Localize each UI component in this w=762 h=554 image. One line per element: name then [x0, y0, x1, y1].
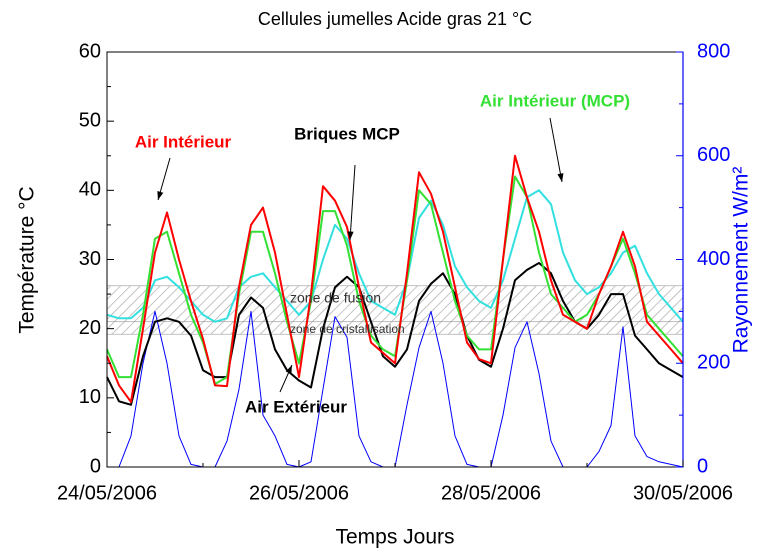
chart-title: Cellules jumelles Acide gras 21 °C — [258, 9, 532, 29]
y-axis-label: Température °C — [16, 186, 39, 333]
annotation-arrow — [349, 164, 356, 241]
x-tick-label: 24/05/2006 — [57, 482, 157, 504]
y-tick-label: 50 — [79, 109, 101, 131]
arrow-head — [347, 231, 354, 240]
y2-tick-label: 600 — [697, 144, 730, 166]
y2-axis-label: Rayonnement W/m² — [730, 167, 753, 354]
zone-label: zone de fusion — [290, 290, 381, 306]
x-tick-label: 30/05/2006 — [633, 482, 733, 504]
y2-tick-label: 800 — [697, 40, 730, 62]
series-line — [106, 175, 684, 385]
y-tick-label: 60 — [79, 40, 101, 62]
y-tick-label: 0 — [90, 455, 101, 477]
x-tick-label: 26/05/2006 — [249, 482, 349, 504]
y-tick-label: 20 — [79, 317, 101, 339]
y2-tick-label: 0 — [697, 455, 708, 477]
annotation-arrow — [549, 117, 563, 183]
series-annotation: Air Intérieur — [135, 132, 232, 151]
plot-frame — [106, 51, 684, 468]
y2-tick-label: 400 — [697, 248, 730, 270]
series-annotation: Air Intérieur (MCP) — [480, 91, 630, 110]
arrow-head — [285, 365, 292, 374]
y-tick-label: 40 — [79, 179, 101, 201]
x-tick-label: 28/05/2006 — [441, 482, 541, 504]
arrow-head — [157, 191, 164, 200]
series-annotation: Briques MCP — [294, 124, 400, 143]
arrow-head — [557, 173, 564, 182]
zone-label: zone de cristallisation — [290, 322, 405, 336]
series-annotation: Air Extérieur — [245, 397, 347, 416]
series-line — [106, 189, 684, 323]
y-tick-label: 10 — [79, 386, 101, 408]
x-axis-label: Temps Jours — [335, 526, 454, 549]
series-line — [106, 154, 684, 403]
y2-tick-label: 200 — [697, 352, 730, 374]
y-tick-label: 30 — [79, 248, 101, 270]
